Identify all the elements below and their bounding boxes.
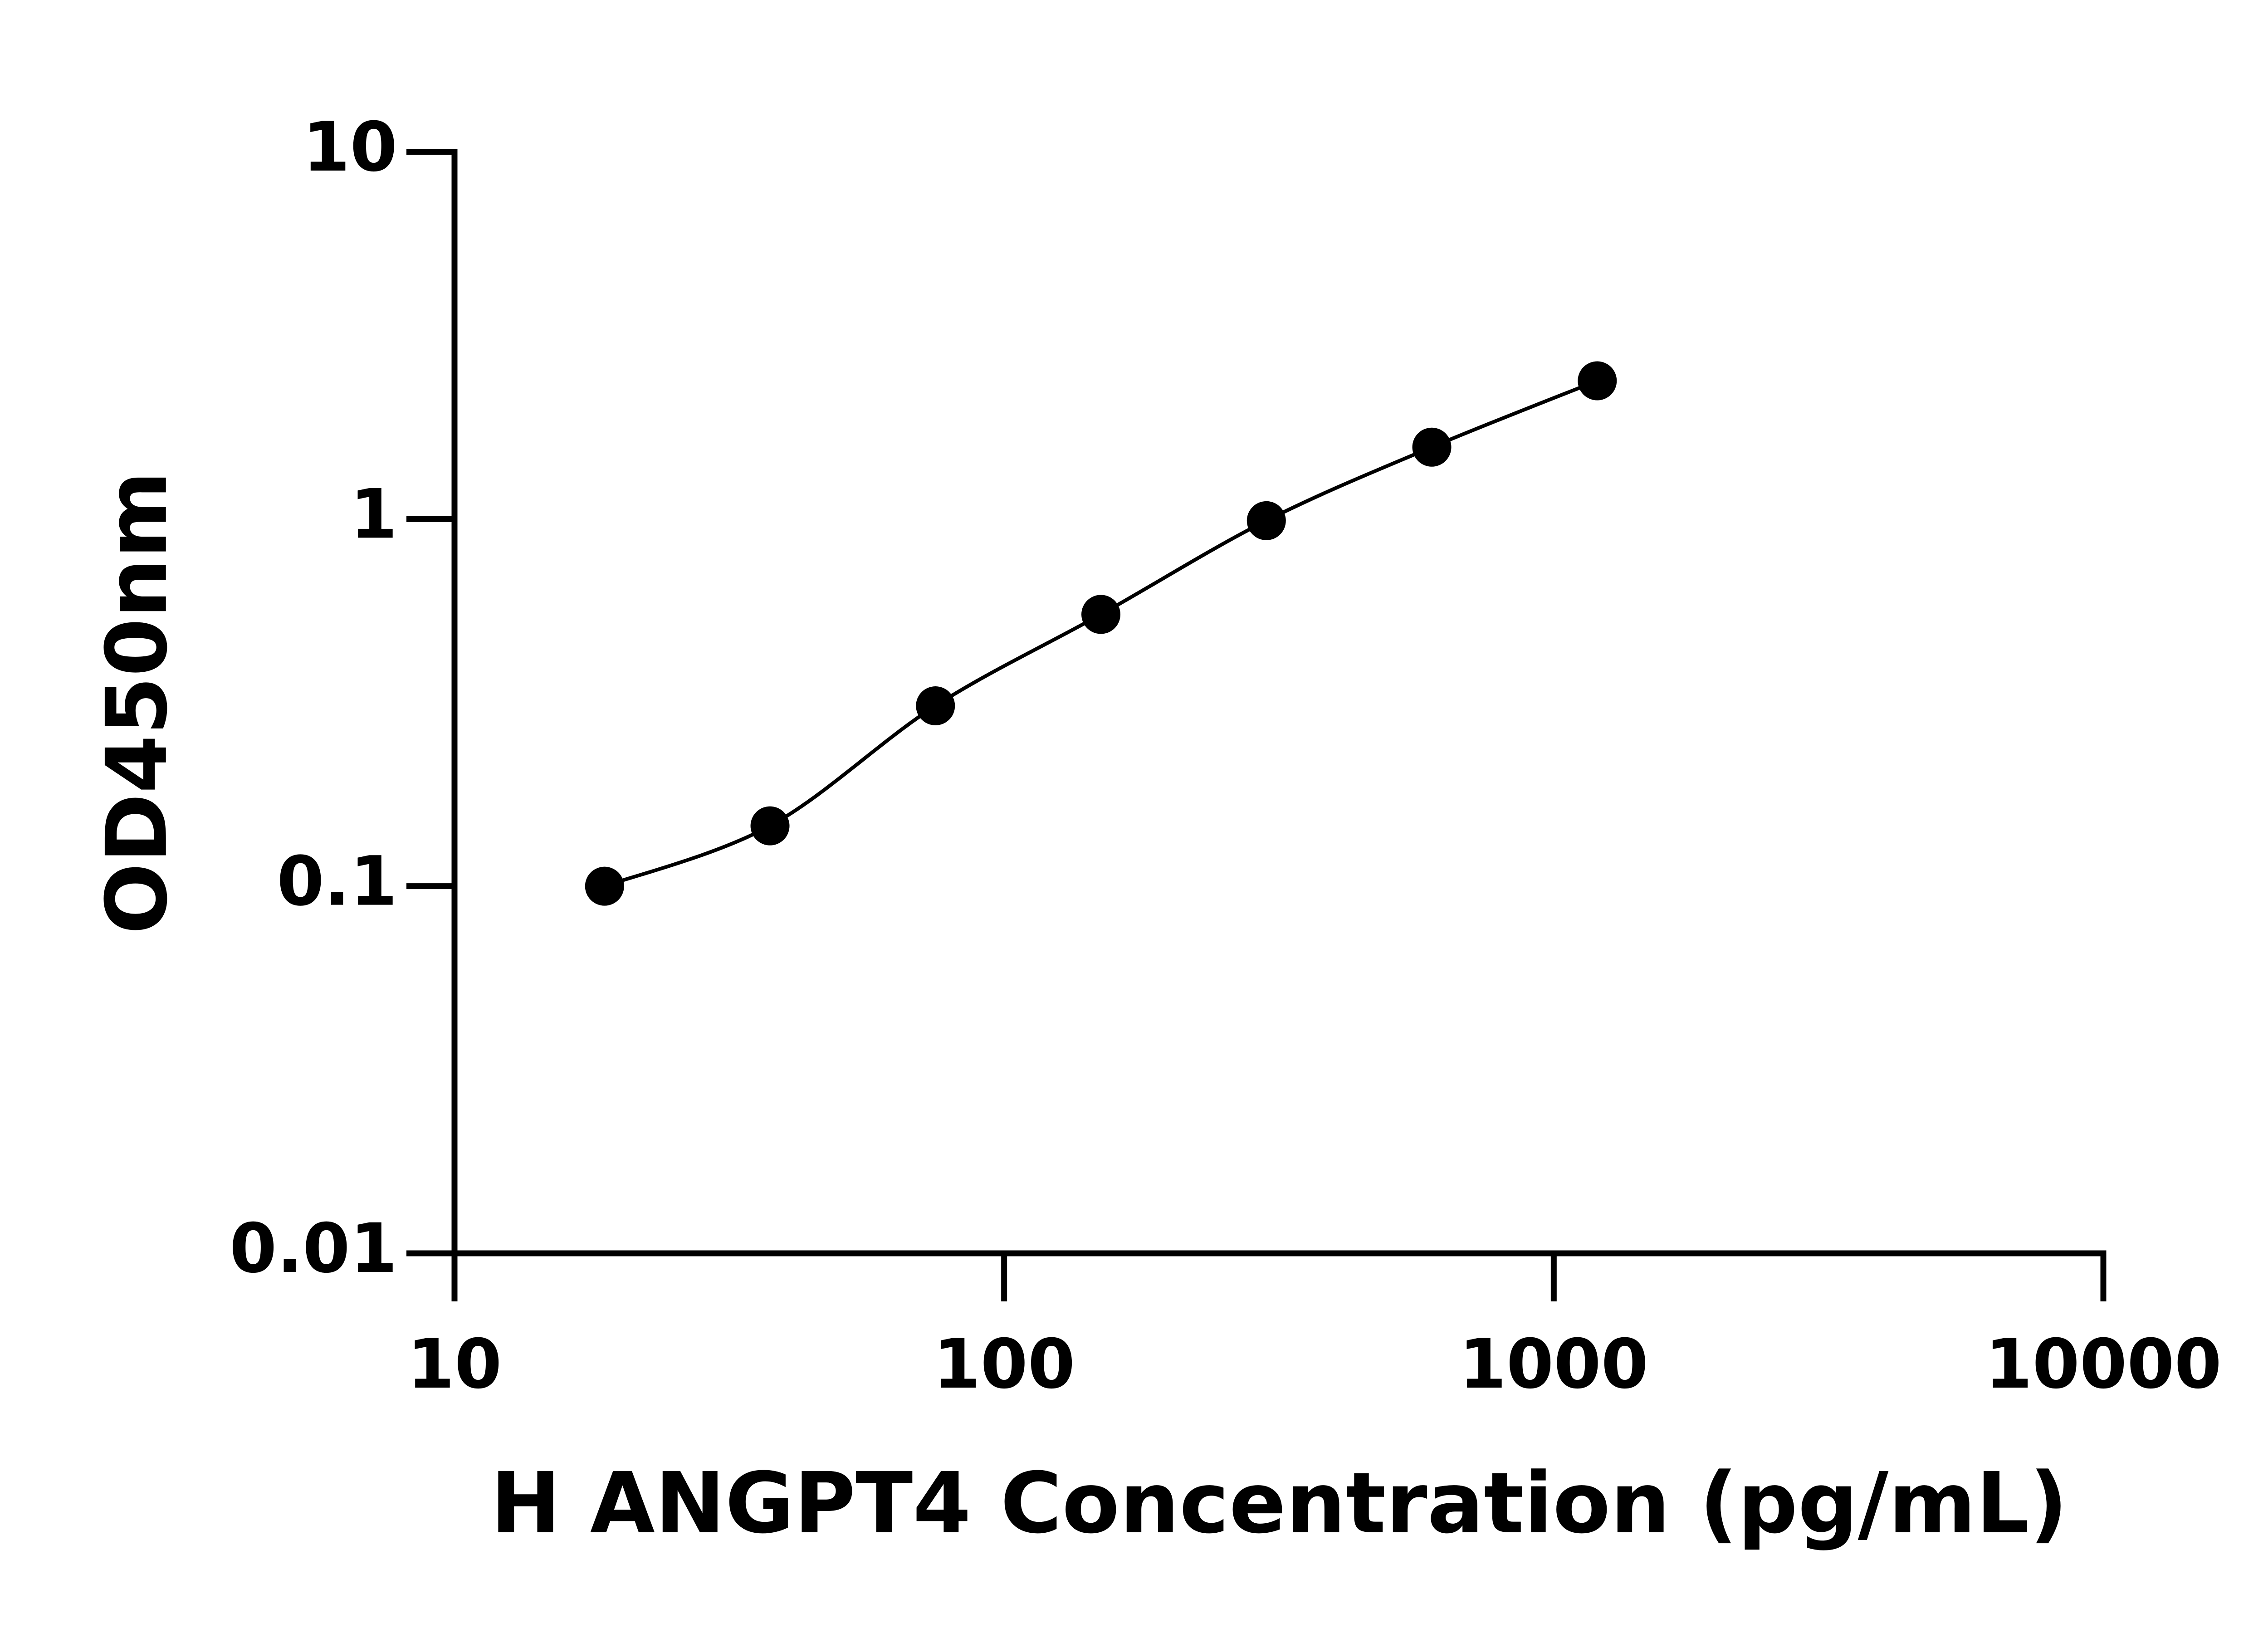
- data-point: [750, 806, 790, 846]
- x-tick-label: 1000: [1459, 1325, 1648, 1404]
- y-tick-label: 0.01: [230, 1209, 397, 1288]
- y-tick-label: 1: [350, 475, 397, 554]
- y-tick-label: 0.1: [277, 842, 397, 921]
- data-point: [916, 686, 955, 725]
- data-point: [585, 866, 624, 906]
- y-axis-label: OD450nm: [88, 471, 186, 934]
- x-tick-label: 100: [933, 1325, 1075, 1404]
- data-point: [1412, 427, 1452, 467]
- y-tick-label: 10: [303, 108, 397, 187]
- data-point: [1081, 595, 1121, 634]
- x-tick-label: 10000: [1985, 1325, 2222, 1404]
- x-axis-label: H ANGPT4 Concentration (pg/mL): [490, 1454, 2068, 1552]
- x-tick-label: 10: [407, 1325, 502, 1404]
- data-point: [1246, 501, 1286, 540]
- data-point: [1578, 361, 1617, 401]
